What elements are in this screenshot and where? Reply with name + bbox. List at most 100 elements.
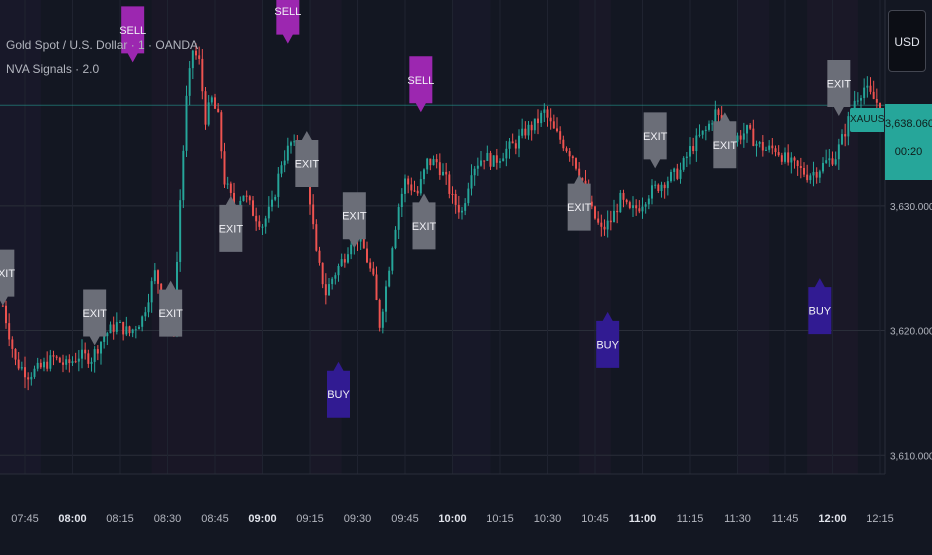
candle-body — [321, 262, 324, 285]
candle-body — [552, 121, 555, 129]
candle-body — [600, 222, 603, 227]
candle-body — [347, 254, 349, 263]
signal-sell[interactable]: SELL — [407, 56, 434, 113]
candle-body — [242, 195, 245, 201]
candle-body — [562, 139, 565, 149]
candle-body — [119, 321, 121, 323]
signal-label: EXIT — [567, 202, 592, 214]
candle-body — [657, 184, 660, 192]
candle-body — [381, 311, 384, 328]
candle-body — [27, 377, 30, 380]
candle-body — [616, 210, 619, 213]
candle-body — [663, 184, 666, 189]
symbol-legend[interactable]: Gold Spot / U.S. Dollar · 1 · OANDA — [6, 38, 199, 52]
candle-body — [524, 128, 527, 136]
signal-exit[interactable]: EXIT — [82, 289, 107, 346]
candle-body — [283, 160, 286, 166]
grid-lines — [0, 0, 885, 474]
candle-body — [150, 281, 153, 303]
signals-layer[interactable]: EXITSELLEXITEXITSELLEXITSELLEXITBUYEXITS… — [0, 0, 851, 418]
candle-body — [451, 193, 454, 195]
candle-body — [274, 196, 277, 200]
currency-selector[interactable]: USD — [888, 10, 926, 72]
signal-exit[interactable]: EXIT — [219, 195, 244, 252]
candle-body — [654, 184, 657, 186]
time-axis[interactable]: 07:45 08:00 08:15 08:30 08:45 09:00 09:15 09:30… — [11, 513, 894, 525]
signal-label: EXIT — [713, 140, 738, 152]
candle-body — [774, 148, 777, 153]
signal-box — [412, 193, 436, 250]
candle-body — [847, 116, 850, 137]
candle-body — [106, 333, 109, 337]
candle-body — [391, 248, 394, 271]
x-tick-label: 12:15 — [866, 513, 894, 525]
signal-exit[interactable]: EXIT — [412, 193, 437, 250]
candle-body — [815, 171, 818, 178]
signal-exit[interactable]: EXIT — [567, 174, 592, 231]
candle-body — [20, 367, 23, 369]
candle-body — [540, 112, 543, 124]
session-band — [151, 0, 263, 474]
candle-body — [404, 178, 406, 194]
signal-box — [342, 192, 366, 249]
candle-body — [597, 218, 600, 223]
candle-body — [280, 165, 283, 174]
price-axis[interactable]: 3,610.000 3,620.000 3,630.000 — [890, 202, 932, 462]
candle-body — [530, 124, 533, 131]
candle-body — [765, 149, 767, 151]
signal-sell[interactable]: SELL — [119, 6, 146, 63]
signal-box — [159, 280, 183, 337]
candle-body — [49, 355, 52, 369]
signal-sell[interactable]: SELL — [274, 0, 301, 44]
x-tick-label: 11:45 — [772, 513, 799, 525]
signal-label: BUY — [809, 306, 832, 318]
candle-body — [784, 152, 786, 162]
signal-exit[interactable]: EXIT — [158, 280, 183, 337]
candle-body — [100, 341, 102, 354]
candle-body — [866, 85, 869, 88]
candle-body — [286, 145, 289, 161]
indicator-legend[interactable]: NVA Signals · 2.0 — [6, 62, 100, 76]
signal-box — [643, 112, 667, 169]
candle-body — [207, 102, 210, 125]
signal-label: BUY — [596, 339, 619, 351]
candle-body — [204, 91, 207, 125]
signal-exit[interactable]: EXIT — [295, 130, 320, 187]
candle-body — [660, 184, 663, 192]
signal-exit[interactable]: EXIT — [0, 249, 15, 306]
candle-body — [144, 312, 147, 317]
candle-body — [267, 206, 270, 219]
signal-exit[interactable]: EXIT — [827, 60, 852, 117]
candle-body — [635, 205, 638, 209]
signal-exit[interactable]: EXIT — [342, 192, 367, 249]
x-tick-label: 08:45 — [201, 513, 229, 525]
candle-body — [87, 353, 90, 364]
candle-body — [837, 144, 840, 160]
candle-body — [742, 133, 745, 140]
candle-body — [309, 183, 311, 205]
candle-body — [685, 156, 688, 159]
signal-buy[interactable]: BUY — [596, 311, 620, 368]
x-tick-label: 07:45 — [11, 513, 39, 525]
candle-body — [483, 160, 486, 162]
signal-buy[interactable]: BUY — [808, 278, 832, 335]
signal-exit[interactable]: EXIT — [643, 112, 668, 169]
candle-body — [834, 159, 837, 165]
candle-body — [46, 361, 49, 369]
candle-body — [746, 125, 748, 134]
x-tick-label: 10:15 — [486, 513, 514, 525]
candle-body — [438, 162, 441, 176]
x-tick-label: 09:15 — [296, 513, 324, 525]
candle-body — [378, 299, 381, 328]
signal-box — [327, 361, 350, 418]
signal-box — [713, 112, 737, 169]
candle-body — [188, 68, 191, 96]
signal-label: EXIT — [295, 158, 320, 170]
candle-body — [103, 336, 106, 342]
signal-exit[interactable]: EXIT — [713, 112, 738, 169]
signal-box — [808, 278, 832, 335]
x-tick-label: 11:15 — [677, 513, 704, 525]
signal-buy[interactable]: BUY — [327, 361, 350, 418]
